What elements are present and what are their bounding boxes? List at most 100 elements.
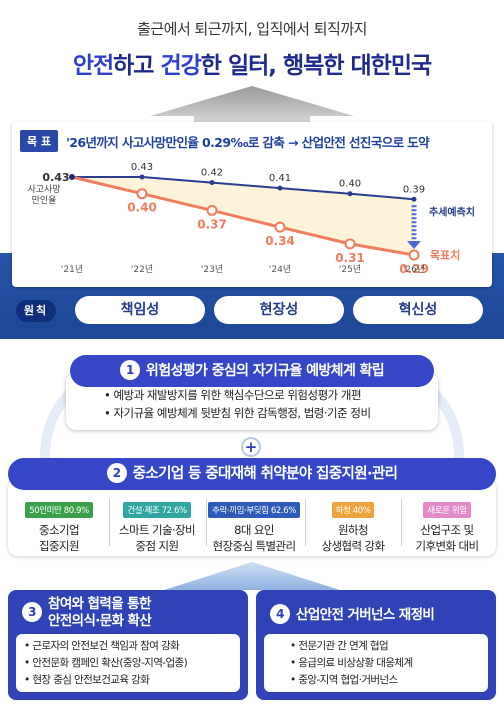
section-4-title: 산업안전 거버넌스 재정비 [296, 607, 435, 623]
target-point [274, 221, 286, 233]
fatality-rate-chart: 사고사망만인율 0.43 '21년 0.43 0.40 '22년 0.42 0.37 '23년 0… [27, 162, 475, 276]
section-4-number: 4 [270, 604, 290, 624]
section-2-tag: 건설·제조 72.6% [123, 502, 191, 518]
principle-field: 현장성 [214, 296, 344, 324]
title-part-2: 하고 [113, 53, 161, 79]
section-2-col-line: 스마트 기술·장비 [119, 523, 196, 537]
section-2-tag: 하청 40% [331, 502, 375, 518]
target-data-label: 0.37 [197, 217, 227, 231]
trend-data-label: 0.40 [339, 179, 361, 190]
legend-trend: 추세예측치 [429, 205, 475, 218]
target-point [344, 238, 356, 250]
section-2-col-line: 기후변화 대비 [415, 539, 480, 553]
x-tick-label: '22년 [131, 264, 153, 275]
goal-tag: 목 표 [20, 130, 59, 152]
title-part-5: 일터, 행복한 대한민국 [227, 53, 432, 79]
legend-target: 목표치 [430, 248, 460, 262]
section-3-box: 3 참여와 협력을 통한 안전의식·문화 확산 • 근로자의 안전보건 책임과 참여… [8, 590, 248, 700]
trend-data-label: 0.43 [42, 171, 69, 184]
section-4-bullet: • 전문기관 간 연계 협업 [290, 640, 389, 652]
section-3-number: 3 [22, 602, 42, 622]
trend-point [411, 196, 417, 202]
section-1-number: 1 [119, 360, 140, 380]
section-2-tag: 새로운 위험 [423, 502, 471, 518]
section-2-col-line: 현장중심 특별관리 [212, 539, 297, 553]
section-3-bullet: • 안전문화 캠페인 확산(중앙-지역-업종) [24, 657, 188, 669]
section-3-title-line: 안전의식·문화 확산 [48, 613, 152, 629]
section-2-tag: 추락·끼임·부딪힘 62.6% [208, 502, 300, 518]
section-2-tag: 50인미만 80.9% [25, 502, 93, 518]
trend-point [139, 174, 145, 180]
section-4-box: 4 산업안전 거버넌스 재정비 • 전문기관 간 연계 협업 • 응급의료 비상상… [256, 590, 496, 700]
principle-innovation: 혁신성 [353, 296, 483, 324]
section-2-title: 중소기업 등 중대재해 취약분야 집중지원·관리 [132, 466, 398, 482]
section-3-bullet: • 현장 중심 안전보건교육 강화 [24, 674, 150, 686]
section-3-content: • 근로자의 안전보건 책임과 참여 강화 • 안전문화 캠페인 확산(중앙-지… [16, 634, 240, 692]
section-2-col-subcontract: 하청 40% 원하청 상생협력 강화 [308, 498, 398, 554]
divider [305, 498, 306, 546]
trend-data-label: 0.39 [403, 184, 425, 195]
goal-chart-card: 목 표 '26년까지 사고사망만인율 0.29‰로 감축 → 산업안전 선진국으… [12, 122, 492, 287]
trend-point [277, 185, 283, 191]
target-data-label: 0.40 [127, 201, 157, 215]
target-point [206, 204, 218, 216]
target-data-label: 0.29 [399, 262, 429, 276]
up-arrow-icon [164, 562, 340, 590]
section-1-bullet: • 예방과 재발방지를 위한 핵심수단으로 위험성평가 개편 [104, 388, 362, 402]
target-point [136, 188, 148, 200]
section-2-col-line: 8대 요인 [234, 523, 274, 537]
plus-icon: + [241, 437, 261, 457]
title-part-4: 한 [200, 53, 228, 79]
principle-responsibility: 책임성 [75, 296, 205, 324]
section-1-bullet: • 자기규율 예방체계 뒷받침 위한 감독행정, 법령·기준 정비 [104, 406, 371, 420]
trend-point [347, 191, 353, 197]
principle-label: 원칙 [16, 300, 56, 322]
section-2-col-line: 중점 지원 [135, 539, 180, 553]
x-tick-label: '21년 [61, 264, 83, 275]
x-tick-label: '25년 [339, 264, 361, 275]
section-2-col-line: 원하청 [338, 523, 369, 537]
section-3-title-line: 참여와 협력을 통한 [48, 596, 151, 612]
section-4-bullet: • 중앙-지역 협업·거버넌스 [290, 674, 398, 686]
section-4-bullet: • 응급의료 비상상황 대응체계 [290, 657, 413, 669]
divider [206, 498, 207, 546]
trend-data-label: 0.42 [201, 168, 223, 179]
x-tick-label: '23년 [201, 264, 223, 275]
goal-row: 목 표 '26년까지 사고사망만인율 0.29‰로 감축 → 산업안전 선진국으… [20, 130, 430, 152]
x-tick-label: '24년 [269, 264, 291, 275]
target-point [408, 249, 420, 261]
section-2-number: 2 [106, 463, 127, 483]
section-3-bullet: • 근로자의 안전보건 책임과 참여 강화 [24, 640, 180, 652]
section-4-content: • 전문기관 간 연계 협업 • 응급의료 비상상황 대응체계 • 중앙-지역 … [264, 634, 488, 692]
target-line [71, 175, 415, 257]
title-part-3: 건강 [160, 53, 201, 79]
trend-line [72, 176, 415, 201]
target-data-label: 0.34 [265, 234, 295, 248]
divider [109, 498, 110, 546]
x-tick-label: '26년 [403, 264, 425, 275]
trend-data-label: 0.43 [131, 162, 153, 173]
header-subtitle: 출근에서 퇴근까지, 입직에서 퇴직까지 [137, 20, 367, 38]
section-2-col-line: 중소기업 [39, 523, 80, 537]
section-2-header: 2 중소기업 등 중대재해 취약분야 집중지원·관리 [8, 458, 496, 490]
up-arrow-icon [150, 86, 354, 124]
down-arrow-head-icon [407, 241, 421, 249]
goal-text: '26년까지 사고사망만인율 0.29‰로 감축 → 산업안전 선진국으로 도약 [66, 134, 430, 150]
title-part-1: 안전 [72, 53, 114, 79]
start-point [69, 174, 75, 180]
section-1-header: 1 위험성평가 중심의 자기규율 예방체계 확립 [70, 355, 434, 387]
section-1-title: 위험성평가 중심의 자기규율 예방체계 확립 [145, 363, 385, 379]
section-3-header: 3 참여와 협력을 통한 안전의식·문화 확산 [22, 596, 242, 630]
divider [401, 498, 402, 546]
trend-point [209, 180, 215, 186]
section-4-header: 4 산업안전 거버넌스 재정비 [270, 604, 490, 624]
trend-data-label: 0.41 [269, 173, 291, 184]
section-2-col-line: 산업구조 및 [420, 523, 475, 537]
section-2-col-line: 집중지원 [39, 539, 80, 553]
